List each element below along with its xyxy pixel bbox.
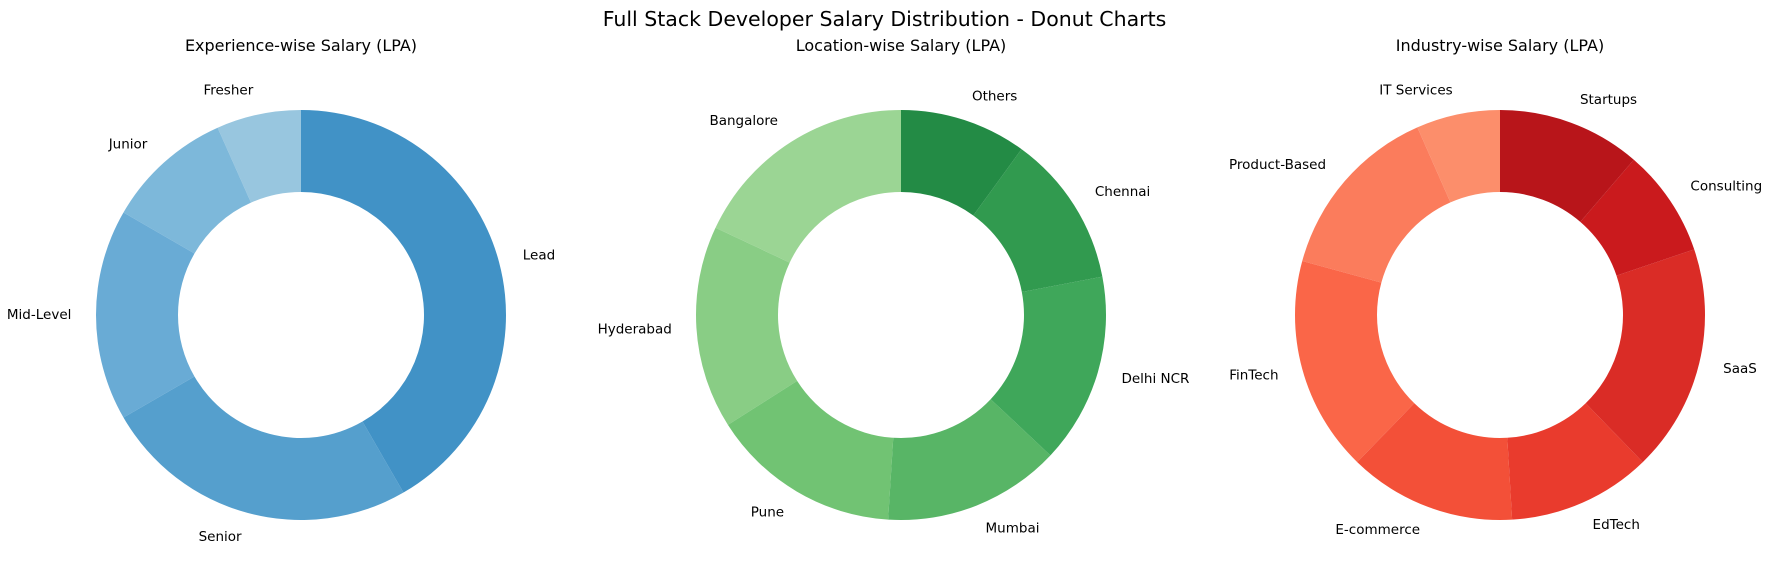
slice-startups — [1500, 110, 1634, 222]
slice-label-lead: Lead — [523, 248, 555, 264]
slice-label-product-based: Product-Based — [1229, 157, 1326, 173]
slice-label-fresher: Fresher — [203, 82, 253, 98]
donut-chart-industry: Industry-wise Salary (LPA) IT Services Pr… — [1229, 36, 1762, 538]
slice-chennai — [973, 149, 1103, 292]
labels-industry: IT Services Product-Based FinTech E-commerc… — [1229, 82, 1762, 538]
slice-label-chennai: Chennai — [1095, 184, 1150, 200]
slice-label-delhi-ncr: Delhi NCR — [1121, 371, 1189, 387]
slice-consulting — [1580, 159, 1695, 276]
donut-chart-location: Location-wise Salary (LPA) Bangalore Hyde… — [598, 36, 1190, 536]
slice-label-startups: Startups — [1580, 92, 1637, 108]
chart-title-location: Location-wise Salary (LPA) — [796, 36, 1007, 55]
slice-product-based — [1302, 127, 1451, 283]
slice-edtech — [1507, 403, 1643, 520]
slice-pune — [727, 380, 894, 520]
labels-experience: Fresher Junior Mid-Level Senior Lead — [7, 82, 555, 544]
slice-label-bangalore: Bangalore — [709, 113, 778, 129]
slice-fintech — [1295, 260, 1415, 463]
figure-title: Full Stack Developer Salary Distribution… — [603, 7, 1167, 31]
slice-e-commerce — [1357, 403, 1513, 520]
slice-delhi-ncr — [990, 276, 1106, 456]
slice-label-edtech: EdTech — [1593, 517, 1640, 533]
slices-location — [696, 110, 1106, 520]
slice-junior — [123, 127, 251, 254]
slice-label-mid-level: Mid-Level — [7, 307, 71, 323]
slice-label-others: Others — [972, 89, 1017, 105]
chart-title-experience: Experience-wise Salary (LPA) — [185, 36, 417, 55]
slice-hyderabad — [696, 227, 798, 425]
labels-location: Bangalore Hyderabad Pune Mumbai Delhi NCR Che… — [598, 89, 1190, 537]
slice-label-senior: Senior — [199, 529, 242, 545]
slice-label-consulting: Consulting — [1690, 179, 1762, 195]
slice-others — [901, 110, 1022, 216]
slice-bangalore — [715, 110, 901, 263]
slices-industry — [1295, 110, 1705, 520]
slice-lead — [301, 110, 506, 493]
slice-label-hyderabad: Hyderabad — [598, 321, 672, 337]
slice-label-fintech: FinTech — [1229, 368, 1278, 384]
donut-chart-experience: Experience-wise Salary (LPA) Fresher Juni… — [7, 36, 555, 545]
chart-title-industry: Industry-wise Salary (LPA) — [1396, 36, 1604, 55]
slice-label-it-services: IT Services — [1379, 82, 1452, 98]
slice-mumbai — [888, 399, 1051, 520]
slice-label-saas: SaaS — [1723, 361, 1757, 377]
slice-it-services — [1417, 110, 1500, 203]
slice-fresher — [217, 110, 301, 203]
slices-experience — [96, 110, 506, 520]
slice-mid-level — [96, 212, 195, 418]
slice-label-junior: Junior — [108, 136, 148, 152]
slice-senior — [123, 376, 404, 520]
slice-label-e-commerce: E-commerce — [1335, 522, 1420, 538]
slice-label-pune: Pune — [751, 505, 784, 521]
slice-label-mumbai: Mumbai — [986, 520, 1040, 536]
slice-saas — [1585, 249, 1705, 463]
